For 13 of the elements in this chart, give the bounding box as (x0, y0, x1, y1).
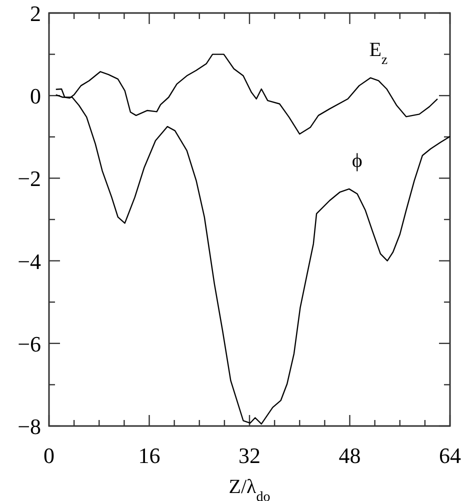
y-tick-label: −4 (18, 248, 41, 274)
x-tick-label: 32 (238, 443, 260, 468)
y-tick-label: 0 (30, 84, 41, 109)
y-tick-label: −2 (18, 166, 41, 192)
series-label: E$_{z}$ (369, 38, 388, 68)
y-tick-label: 2 (30, 1, 41, 26)
x-axis-title: Z/λ$_{do}$ (228, 476, 270, 501)
x-tick-label: 48 (338, 443, 361, 468)
y-tick-label: −6 (18, 331, 41, 356)
x-tick-label: 64 (439, 443, 461, 468)
y-tick-label: −8 (18, 414, 41, 439)
series-label: ϕ (352, 150, 362, 172)
x-tick-label: 16 (138, 443, 160, 468)
